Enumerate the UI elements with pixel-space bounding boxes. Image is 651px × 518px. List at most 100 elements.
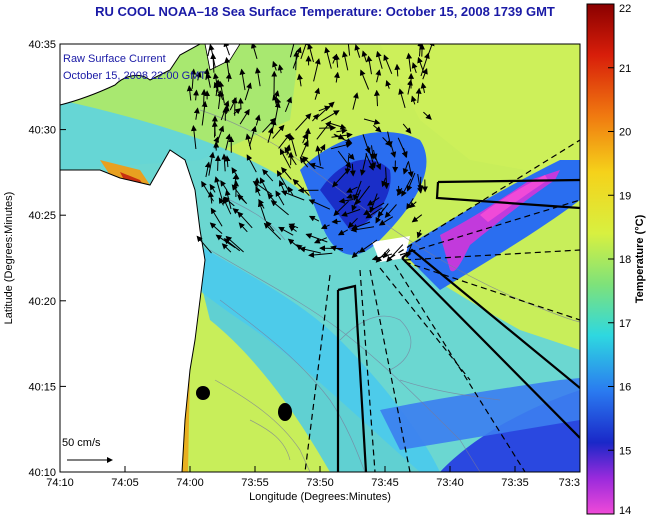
current-vector — [237, 211, 253, 229]
y-tick-label: 40:35 — [28, 39, 56, 51]
current-vector — [385, 79, 392, 89]
current-vector — [312, 113, 319, 122]
current-vector — [351, 250, 360, 259]
current-vector — [354, 44, 361, 58]
current-vector — [233, 108, 242, 115]
y-tick-label: 40:10 — [28, 467, 56, 479]
current-vector — [347, 44, 351, 56]
current-vector — [246, 154, 257, 173]
sst-blue-band-se — [380, 378, 580, 450]
current-vector — [411, 62, 418, 74]
current-vector — [308, 199, 331, 210]
current-caption: Raw Surface Current — [63, 53, 166, 65]
current-vector — [214, 79, 221, 97]
current-vector — [225, 72, 232, 82]
radial-lines — [304, 139, 580, 472]
current-vector — [313, 58, 321, 82]
y-tick-label: 40:20 — [28, 296, 56, 308]
current-vector — [285, 144, 292, 156]
y-tick-label: 40:30 — [28, 125, 56, 137]
current-vector — [259, 177, 270, 196]
current-vector — [314, 87, 320, 100]
current-vector — [319, 143, 326, 153]
current-vector — [375, 50, 383, 69]
current-vector — [296, 244, 306, 252]
current-vector — [214, 176, 223, 200]
current-vector — [394, 63, 401, 77]
current-vector — [295, 113, 312, 131]
station-marker — [278, 403, 292, 421]
colorbar-tick-label: 14 — [619, 505, 631, 517]
y-tick-label: 40:15 — [28, 381, 56, 393]
current-vector — [359, 153, 368, 176]
current-vector — [365, 207, 383, 219]
current-vector — [262, 168, 274, 182]
current-vector — [221, 243, 232, 253]
current-vector — [218, 197, 225, 206]
current-vector — [355, 185, 370, 205]
current-vector — [300, 44, 309, 60]
current-vector — [381, 177, 388, 188]
current-vector — [402, 162, 409, 175]
current-vector — [405, 244, 412, 259]
current-vector — [193, 107, 200, 120]
current-vector — [305, 233, 328, 243]
current-vector — [220, 180, 228, 191]
sst-zone-ne — [380, 44, 580, 180]
current-vector — [365, 153, 374, 171]
current-vector — [332, 169, 349, 188]
current-vector — [386, 131, 393, 148]
current-vector — [288, 134, 297, 157]
current-vector — [349, 163, 356, 177]
current-vector — [373, 89, 380, 107]
current-vector — [279, 148, 291, 169]
current-vector — [244, 82, 252, 101]
current-vector — [193, 89, 200, 101]
current-vector — [297, 73, 303, 87]
x-tick-label: 73:35 — [501, 477, 529, 489]
current-vector — [250, 44, 258, 60]
current-vector — [423, 111, 432, 120]
current-vector — [407, 161, 414, 178]
current-vector — [211, 115, 218, 138]
current-vector — [223, 105, 230, 115]
current-vector — [186, 85, 193, 101]
current-vector — [369, 193, 378, 214]
y-axis-label: Latitude (Degrees:Minutes) — [3, 192, 15, 325]
current-vector — [207, 191, 214, 204]
current-vector — [299, 140, 309, 159]
current-vector — [330, 142, 353, 150]
current-vector — [420, 82, 427, 93]
current-vector — [341, 51, 349, 71]
current-vector — [277, 64, 284, 74]
current-vector — [375, 69, 382, 83]
current-vector — [319, 124, 337, 131]
map-title: RU COOL NOAA–18 Sea Surface Temperature:… — [95, 4, 555, 19]
current-vector — [353, 180, 362, 201]
station-marker — [196, 386, 210, 400]
colorbar-ticks: 22 21 20 19 18 17 16 15 14 — [608, 3, 631, 517]
current-vector — [406, 172, 416, 192]
current-vector — [213, 136, 220, 146]
current-vector — [361, 50, 368, 63]
current-vector — [367, 197, 380, 206]
current-vector — [270, 118, 277, 133]
y-tick-label: 40:25 — [28, 210, 56, 222]
current-vector — [324, 46, 332, 69]
current-vector — [238, 222, 248, 233]
current-vector — [302, 156, 316, 170]
current-vector — [351, 221, 371, 230]
current-vector — [347, 217, 358, 229]
x-axis-label: Longitude (Degrees:Minutes) — [249, 491, 391, 503]
current-vector — [358, 239, 378, 253]
current-vector — [375, 208, 385, 224]
current-vector — [255, 186, 261, 197]
current-vector — [225, 235, 244, 253]
current-vector — [402, 123, 412, 134]
current-vector — [200, 88, 207, 107]
current-vector — [224, 56, 231, 75]
current-vector — [196, 235, 212, 254]
current-vector — [225, 133, 232, 151]
current-vector — [287, 186, 294, 196]
